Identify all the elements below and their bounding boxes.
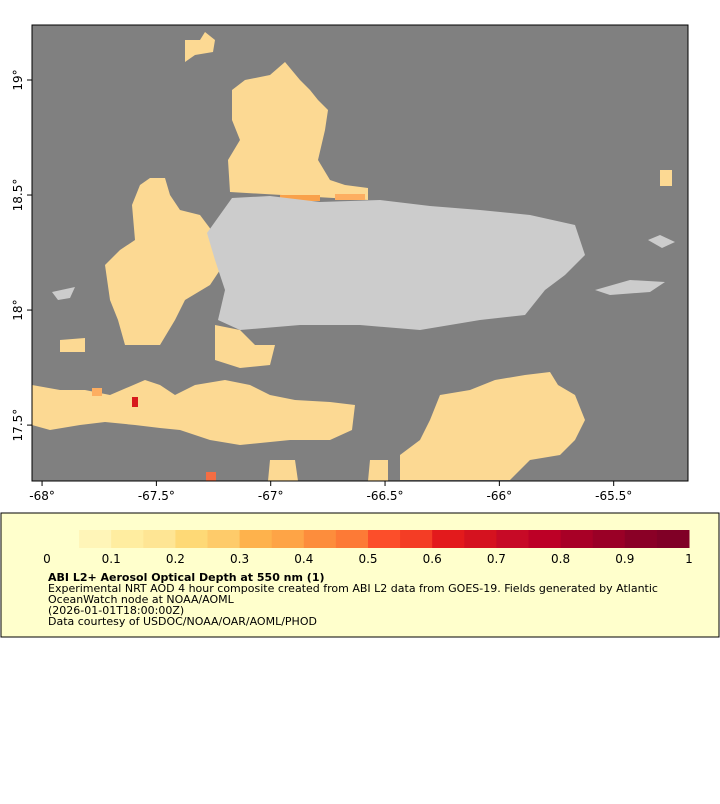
aerosol-pixel bbox=[132, 397, 138, 407]
colorbar-tick-label: 0.8 bbox=[551, 552, 570, 566]
x-tick-label: -66° bbox=[487, 489, 513, 503]
colorbar-swatch bbox=[143, 530, 176, 548]
y-tick-label: 18° bbox=[11, 299, 25, 320]
caption-line: OceanWatch node at NOAA/AOML bbox=[48, 593, 235, 606]
caption-title: ABI L2+ Aerosol Optical Depth at 550 nm … bbox=[48, 571, 325, 584]
colorbar-swatch bbox=[368, 530, 401, 548]
colorbar-tick-label: 0.3 bbox=[230, 552, 249, 566]
colorbar-swatch bbox=[111, 530, 144, 548]
colorbar-swatch bbox=[271, 530, 305, 548]
x-tick-label: -65.5° bbox=[595, 489, 632, 503]
y-tick-label: 17.5° bbox=[11, 409, 25, 442]
colorbar-swatch bbox=[464, 530, 497, 548]
colorbar-swatch bbox=[624, 530, 658, 548]
aerosol-pixel bbox=[92, 388, 102, 396]
caption-line: (2026-01-01T18:00:00Z) bbox=[48, 604, 184, 617]
x-tick-label: -68° bbox=[29, 489, 55, 503]
high-aod-pixels bbox=[92, 194, 365, 481]
colorbar-tick-label: 1 bbox=[685, 552, 693, 566]
colorbar-swatch bbox=[528, 530, 562, 548]
aerosol-pixel bbox=[280, 195, 320, 201]
colorbar-swatch bbox=[496, 530, 529, 548]
colorbar-swatch bbox=[560, 530, 594, 548]
colorbar-swatch bbox=[656, 530, 690, 548]
colorbar-swatch bbox=[592, 530, 626, 548]
colorbar-swatch bbox=[47, 530, 80, 548]
caption-line: Experimental NRT AOD 4 hour composite cr… bbox=[48, 582, 658, 595]
colorbar-swatch bbox=[239, 530, 273, 548]
colorbar-tick-label: 0 bbox=[43, 552, 51, 566]
colorbar-swatch bbox=[175, 530, 208, 548]
aerosol-field bbox=[32, 32, 672, 481]
y-tick-label: 18.5° bbox=[11, 179, 25, 212]
aerosol-pixel bbox=[206, 472, 216, 481]
colorbar-tick-label: 0.4 bbox=[294, 552, 313, 566]
land bbox=[52, 196, 675, 330]
colorbar-tick-label: 0.6 bbox=[423, 552, 442, 566]
colorbar-swatch bbox=[432, 530, 465, 548]
x-tick-label: -66.5° bbox=[367, 489, 404, 503]
colorbar-swatch bbox=[400, 530, 433, 548]
caption-line: Data courtesy of USDOC/NOAA/OAR/AOML/PHO… bbox=[48, 615, 317, 628]
colorbar-swatch bbox=[303, 530, 337, 548]
x-tick-label: -67° bbox=[258, 489, 284, 503]
map-frame bbox=[31, 24, 689, 482]
colorbar-tick-label: 0.7 bbox=[487, 552, 506, 566]
colorbar-tick-label: 0.2 bbox=[166, 552, 185, 566]
aerosol-pixel bbox=[335, 194, 365, 200]
colorbar-swatch bbox=[79, 530, 112, 548]
colorbar-tick-label: 0.9 bbox=[615, 552, 634, 566]
x-tick-label: -67.5° bbox=[138, 489, 175, 503]
colorbar-tick-label: 0.5 bbox=[358, 552, 377, 566]
colorbar-swatch bbox=[207, 530, 241, 548]
colorbar-swatch bbox=[335, 530, 369, 548]
y-tick-label: 19° bbox=[11, 69, 25, 90]
colorbar-tick-label: 0.1 bbox=[102, 552, 121, 566]
